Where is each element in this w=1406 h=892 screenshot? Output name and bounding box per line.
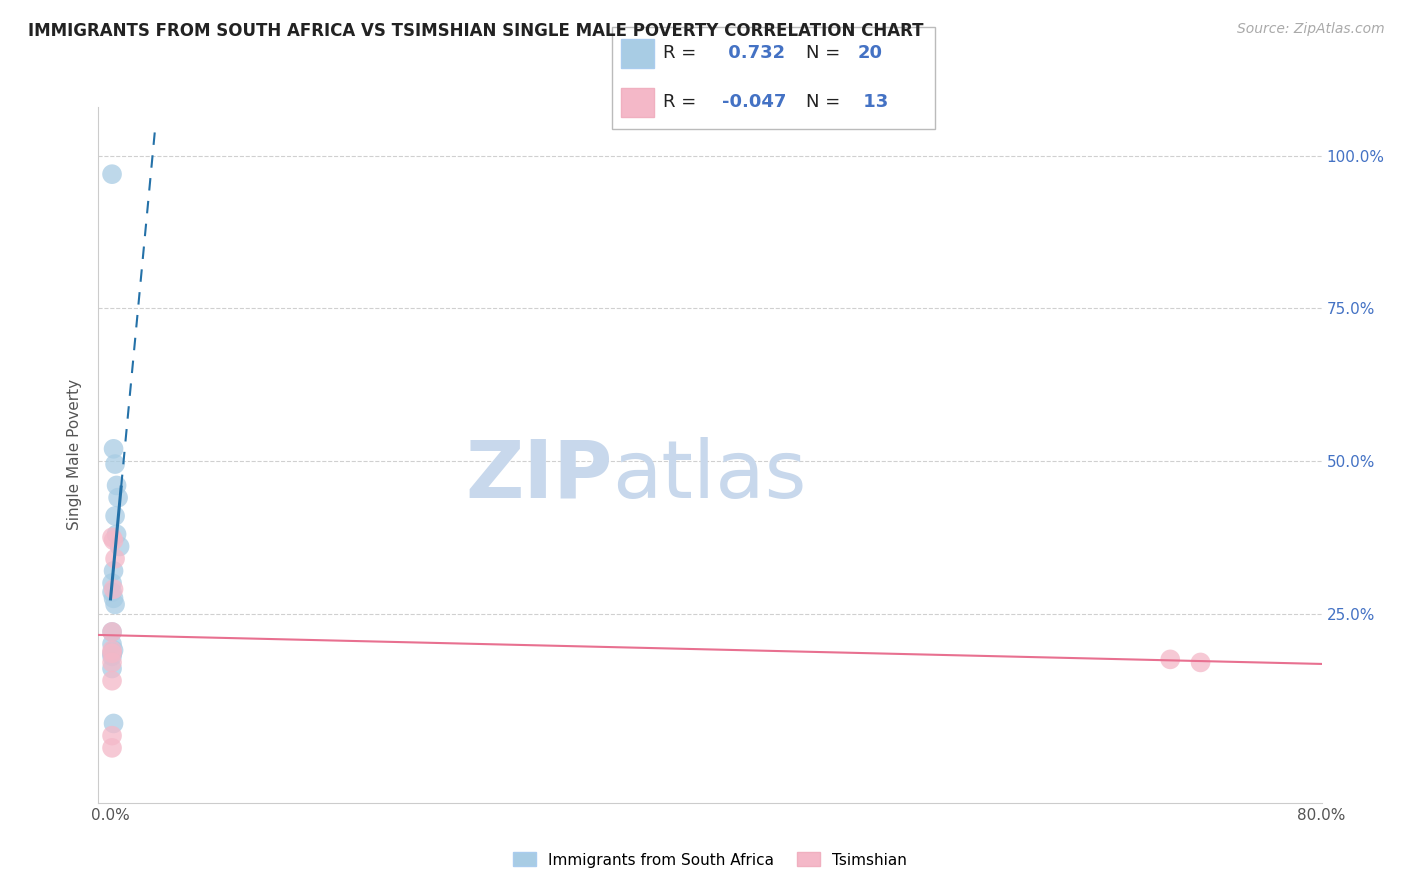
Bar [621,88,654,117]
Point [101,729,124,743]
Point [101,624,124,639]
Point [101,646,124,660]
Point [104,508,127,523]
Point [108,540,131,554]
Text: IMMIGRANTS FROM SOUTH AFRICA VS TSIMSHIAN SINGLE MALE POVERTY CORRELATION CHART: IMMIGRANTS FROM SOUTH AFRICA VS TSIMSHIA… [28,22,924,40]
Text: Source: ZipAtlas.com: Source: ZipAtlas.com [1237,22,1385,37]
Point [101,530,124,544]
Text: N =: N = [806,93,845,112]
Point [103,716,125,731]
Point [101,646,124,660]
Point [101,673,124,688]
Point [101,585,124,599]
Y-axis label: Single Male Poverty: Single Male Poverty [67,379,83,531]
Point [103,533,125,548]
Point [104,457,127,471]
Point [101,637,124,651]
Point [101,661,124,675]
Point [103,591,125,606]
Text: 0.732: 0.732 [721,44,785,62]
Text: R =: R = [664,44,703,62]
Point [101,656,124,670]
Text: N =: N = [806,44,845,62]
Point [101,624,124,639]
Point [101,576,124,591]
Point [103,564,125,578]
Point [107,491,129,505]
Point [103,643,125,657]
Point [1189,656,1212,670]
Point [103,582,125,597]
Point [105,527,128,541]
Text: -0.047: -0.047 [721,93,786,112]
Text: ZIP: ZIP [465,437,612,515]
FancyBboxPatch shape [612,27,935,129]
Point [101,167,124,181]
Point [101,649,124,664]
Text: R =: R = [664,93,703,112]
Point [101,643,124,657]
Point [103,442,125,456]
Bar [621,39,654,68]
Point [104,598,127,612]
Text: 20: 20 [858,44,883,62]
Point [1159,652,1181,666]
Point [104,551,127,566]
Point [101,740,124,755]
Text: atlas: atlas [612,437,807,515]
Legend: Immigrants from South Africa, Tsimshian: Immigrants from South Africa, Tsimshian [505,845,915,875]
Point [105,478,128,492]
Text: 13: 13 [858,93,889,112]
